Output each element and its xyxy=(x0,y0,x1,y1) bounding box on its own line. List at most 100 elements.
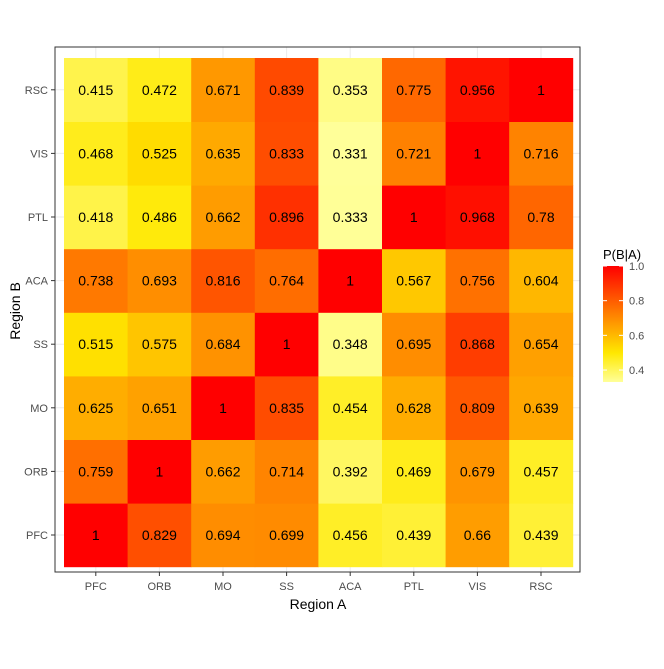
legend-colorbar xyxy=(603,266,623,382)
heatmap-cell-orb-ss xyxy=(127,312,192,377)
cell-value-label: 0.695 xyxy=(396,336,431,352)
heatmap-cell-rsc-vis xyxy=(509,121,574,186)
cell-value-label: 0.469 xyxy=(396,463,431,479)
heatmap-cell-orb-rsc xyxy=(127,58,192,122)
y-tick-label: SS xyxy=(33,339,48,351)
cell-value-label: 0.654 xyxy=(523,336,558,352)
x-tick-label: ORB xyxy=(147,581,171,593)
heatmap-cell-vis-aca xyxy=(445,248,510,313)
cell-value-label: 0.575 xyxy=(142,336,177,352)
cell-value-label: 1 xyxy=(219,400,227,416)
cell-value-label: 0.567 xyxy=(396,273,431,289)
x-tick-label: PTL xyxy=(404,581,424,593)
cell-value-label: 0.635 xyxy=(205,145,240,161)
cell-value-label: 0.457 xyxy=(523,463,558,479)
legend-tick-label: 0.8 xyxy=(629,296,644,308)
heatmap-cell-ss-rsc xyxy=(254,58,319,122)
cell-value-label: 0.486 xyxy=(142,209,177,225)
x-tick-label: SS xyxy=(279,581,294,593)
heatmap-cell-rsc-rsc xyxy=(509,58,574,122)
heatmap-cell-orb-mo xyxy=(127,376,192,440)
y-tick-label: VIS xyxy=(30,148,48,160)
heatmap-cell-ptl-vis xyxy=(382,121,446,186)
heatmap-cell-aca-aca xyxy=(318,248,383,313)
cell-value-label: 0.716 xyxy=(523,145,558,161)
cell-value-label: 0.833 xyxy=(269,145,304,161)
heatmap-cell-aca-rsc xyxy=(318,58,383,122)
heatmap-cell-vis-pfc xyxy=(445,503,510,568)
cell-value-label: 0.515 xyxy=(78,336,113,352)
cell-value-label: 0.671 xyxy=(205,82,240,98)
y-axis: PFC ORB MO SS ACA PTL VIS RSC xyxy=(24,85,55,542)
heatmap-cell-pfc-mo xyxy=(64,376,128,440)
heatmap-cell-pfc-orb xyxy=(64,439,128,504)
heatmap-cell-pfc-ptl xyxy=(64,185,128,250)
cell-value-label: 0.628 xyxy=(396,400,431,416)
cell-value-label: 0.439 xyxy=(523,527,558,543)
heatmap-cell-aca-ss xyxy=(318,312,383,377)
heatmap-cell-ss-pfc xyxy=(254,503,319,568)
heatmap-cell-orb-orb xyxy=(127,439,192,504)
color-legend: P(B|A) 0.4 0.6 0.8 1.0 xyxy=(603,247,644,382)
heatmap-cell-ss-ptl xyxy=(254,185,319,250)
heatmap-cell-orb-pfc xyxy=(127,503,192,568)
heatmap-cell-rsc-pfc xyxy=(509,503,574,568)
y-tick-label: RSC xyxy=(25,85,48,97)
heatmap-cell-aca-ptl xyxy=(318,185,383,250)
heatmap-cell-rsc-ptl xyxy=(509,185,574,250)
heatmap-cell-pfc-aca xyxy=(64,248,128,313)
legend-tick-label: 1.0 xyxy=(629,261,644,273)
cell-value-label: 0.456 xyxy=(333,527,368,543)
heatmap-cell-vis-rsc xyxy=(445,58,510,122)
heatmap-cell-mo-orb xyxy=(191,439,256,504)
cell-value-label: 1 xyxy=(410,209,418,225)
cell-value-label: 0.835 xyxy=(269,400,304,416)
heatmap-cell-vis-ptl xyxy=(445,185,510,250)
heatmap-cell-ptl-orb xyxy=(382,439,446,504)
cell-value-label: 0.333 xyxy=(333,209,368,225)
cell-value-label: 0.756 xyxy=(460,273,495,289)
heatmap-cell-ptl-rsc xyxy=(382,58,446,122)
cell-value-label: 0.693 xyxy=(142,273,177,289)
y-tick-label: ORB xyxy=(24,466,48,478)
heatmap-cell-ptl-ss xyxy=(382,312,446,377)
x-tick-label: VIS xyxy=(469,581,487,593)
heatmap-cell-mo-aca xyxy=(191,248,256,313)
cell-value-label: 0.439 xyxy=(396,527,431,543)
heatmap-cell-pfc-vis xyxy=(64,121,128,186)
heatmap-cell-ss-aca xyxy=(254,248,319,313)
cell-value-label: 0.525 xyxy=(142,145,177,161)
heatmap-cell-vis-mo xyxy=(445,376,510,440)
cell-value-label: 0.816 xyxy=(205,273,240,289)
heatmap-cell-rsc-aca xyxy=(509,248,574,313)
cell-value-label: 0.839 xyxy=(269,82,304,98)
legend-tick-label: 0.6 xyxy=(629,330,644,342)
cell-value-label: 0.662 xyxy=(205,209,240,225)
panel-border xyxy=(54,46,581,573)
y-tick-label: MO xyxy=(30,403,48,415)
cell-value-label: 0.468 xyxy=(78,145,113,161)
cell-value-label: 1 xyxy=(474,145,482,161)
cell-value-label: 0.66 xyxy=(464,527,491,543)
x-axis: PFC ORB MO SS ACA PTL VIS RSC xyxy=(85,572,553,593)
y-axis-title: Region B xyxy=(7,282,23,340)
cell-value-label: 0.694 xyxy=(205,527,240,543)
heatmap-cell-mo-rsc xyxy=(191,58,256,122)
cell-value-label: 0.738 xyxy=(78,273,113,289)
heatmap-cell-rsc-orb xyxy=(509,439,574,504)
cell-value-label: 0.331 xyxy=(333,145,368,161)
heatmap-cell-vis-vis xyxy=(445,121,510,186)
heatmap-cells xyxy=(64,58,574,568)
x-tick-label: PFC xyxy=(85,581,107,593)
legend-title: P(B|A) xyxy=(603,247,641,262)
cell-value-label: 0.662 xyxy=(205,463,240,479)
heatmap-cell-mo-vis xyxy=(191,121,256,186)
heatmap-cell-vis-orb xyxy=(445,439,510,504)
cell-value-label: 0.353 xyxy=(333,82,368,98)
cell-value-label: 0.759 xyxy=(78,463,113,479)
cell-value-label: 0.699 xyxy=(269,527,304,543)
heatmap-cell-vis-ss xyxy=(445,312,510,377)
heatmap-cell-ptl-aca xyxy=(382,248,446,313)
